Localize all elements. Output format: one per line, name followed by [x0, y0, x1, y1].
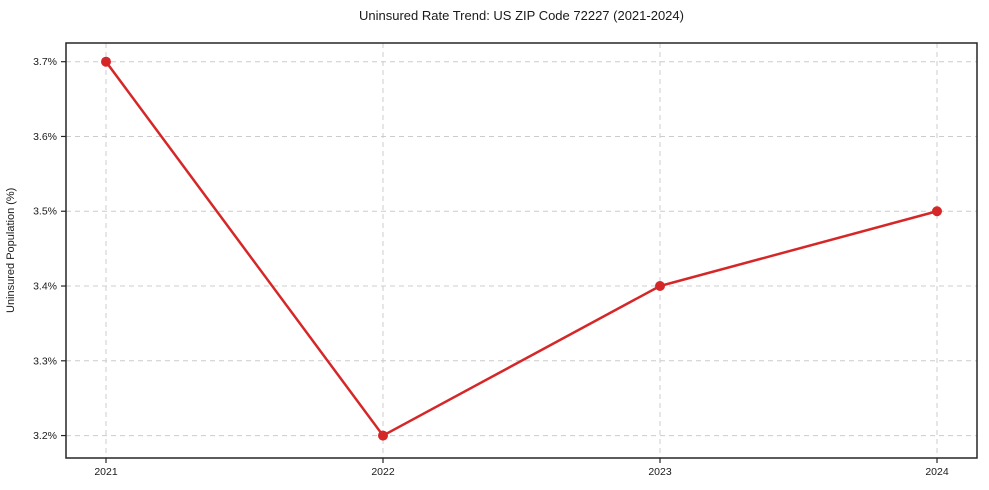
x-tick-label: 2023 [648, 466, 672, 478]
x-tick-label: 2021 [94, 466, 118, 478]
chart-title: Uninsured Rate Trend: US ZIP Code 72227 … [359, 8, 684, 23]
y-axis-label: Uninsured Population (%) [5, 187, 17, 314]
y-tick-label: 3.4% [33, 281, 57, 293]
data-point-marker [101, 56, 111, 67]
axes-box [65, 42, 978, 459]
y-tick-label: 3.2% [33, 430, 57, 442]
data-point-marker [932, 206, 942, 217]
data-point-marker [655, 281, 665, 292]
data-point-marker [378, 430, 388, 441]
y-tick-label: 3.6% [33, 131, 57, 143]
y-tick-label: 3.3% [33, 355, 57, 367]
x-tick-label: 2024 [925, 466, 949, 478]
y-tick-label: 3.5% [33, 206, 57, 218]
x-tick-label: 2022 [371, 466, 395, 478]
trend-line [104, 60, 939, 437]
y-tick-label: 3.7% [33, 56, 57, 68]
